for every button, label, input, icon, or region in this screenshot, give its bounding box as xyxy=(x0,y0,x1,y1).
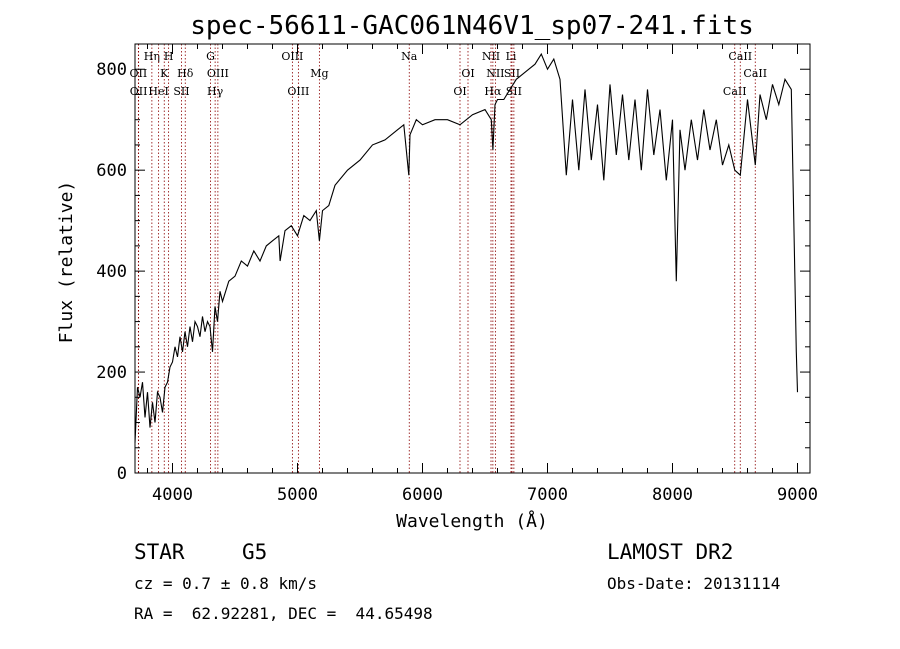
y-tick-label-1: 200 xyxy=(96,363,127,383)
line-marker-label-5: H xyxy=(164,50,174,63)
spectrum-layer xyxy=(134,52,799,443)
x-tick-label-3: 7000 xyxy=(527,485,568,505)
x-tick-label-1: 5000 xyxy=(277,485,318,505)
line-marker-label-1: OII xyxy=(130,85,148,98)
line-marker-label-15: OI xyxy=(453,85,466,98)
ra-dec: RA = 62.92281, DEC = 44.65498 xyxy=(134,604,433,623)
subclass: G5 xyxy=(242,540,268,564)
x-tick-label-5: 9000 xyxy=(777,485,818,505)
y-axis-label: Flux (relative) xyxy=(56,181,77,344)
x-tick-label-0: 4000 xyxy=(152,485,193,505)
line-marker-label-6: SII xyxy=(173,85,189,98)
line-marker-label-14: Na xyxy=(401,50,418,63)
y-tick-label-0: 0 xyxy=(117,464,127,484)
line-marker-label-10: OIII xyxy=(207,67,229,80)
object-class: STAR xyxy=(134,540,185,564)
redshift-cz: cz = 0.7 ± 0.8 km/s xyxy=(134,574,318,593)
line-marker-label-11: OIII xyxy=(281,50,303,63)
y-tick-label-3: 600 xyxy=(96,161,127,181)
line-marker-label-25: CaII xyxy=(743,67,767,80)
line-marker-label-4: K xyxy=(160,67,169,80)
y-tick-label-2: 400 xyxy=(96,262,127,282)
line-marker-label-18: Hα xyxy=(484,85,502,98)
line-marker-label-12: OIII xyxy=(287,85,309,98)
observation-date: Obs-Date: 20131114 xyxy=(607,574,781,593)
line-marker-label-9: Hγ xyxy=(207,85,224,98)
x-tick-label-4: 8000 xyxy=(652,485,693,505)
spectrum-line xyxy=(134,52,799,443)
line-marker-label-20: Li xyxy=(506,50,517,63)
line-marker-label-16: OI xyxy=(461,67,474,80)
line-marker-label-2: Hη xyxy=(144,50,160,63)
plot-frame xyxy=(134,43,811,474)
chart-title: spec-56611-GAC061N46V1_sp07-241.fits xyxy=(190,11,754,41)
line-marker-label-17: NII xyxy=(482,50,500,63)
tick-layer: 4000 5000 6000 7000 8000 9000 0 200 400 600 800 xyxy=(96,43,818,505)
line-marker-label-21: SII xyxy=(504,67,520,80)
line-marker-label-13: Mg xyxy=(310,67,328,80)
line-marker-label-8: G xyxy=(206,50,215,63)
line-marker-label-3: HeI xyxy=(148,85,168,98)
line-marker-layer: OIIOIIHηHeIKHSIIHδGHγOIIIOIIIOIIIMgNaOIO… xyxy=(130,44,767,473)
line-marker-label-22: SII xyxy=(506,85,522,98)
spectrum-chart: spec-56611-GAC061N46V1_sp07-241.fits OII… xyxy=(56,11,818,532)
line-marker-label-23: CaII xyxy=(723,85,747,98)
line-marker-label-7: Hδ xyxy=(177,67,194,80)
y-tick-label-4: 800 xyxy=(96,60,127,80)
line-marker-label-24: CaII xyxy=(728,50,752,63)
line-marker-label-19: NII xyxy=(486,67,504,80)
survey-name: LAMOST DR2 xyxy=(607,540,734,564)
x-tick-label-2: 6000 xyxy=(402,485,443,505)
x-axis-label: Wavelength (Å) xyxy=(396,510,548,532)
